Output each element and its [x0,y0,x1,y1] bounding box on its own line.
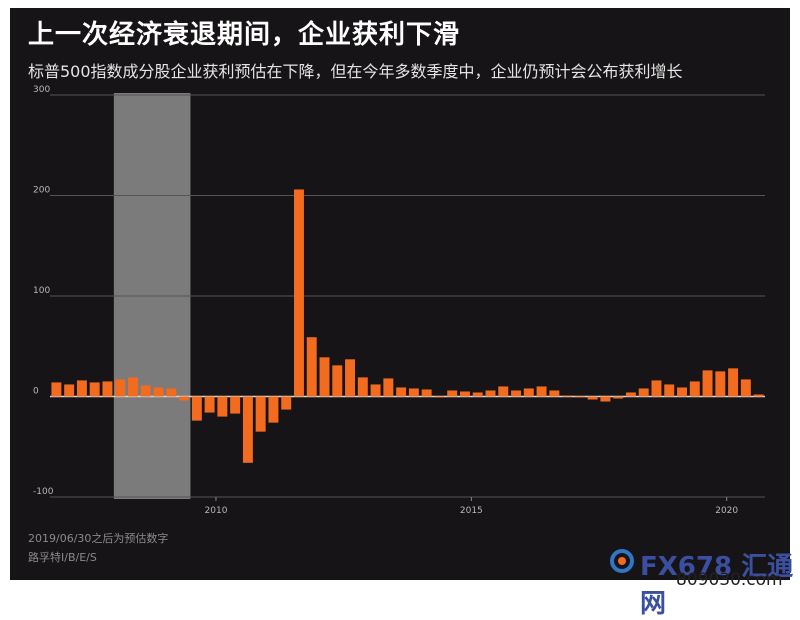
bar [613,396,624,399]
bar [485,390,496,397]
bar [293,189,304,397]
bar [255,396,266,432]
bar [140,385,151,397]
bar [459,391,470,397]
bar [523,388,534,397]
bar [447,390,458,397]
bar [319,357,330,397]
x-tick-label: 2020 [715,506,738,516]
bar [677,387,687,397]
bar [102,381,113,397]
y-tick-label: 100 [33,286,50,296]
bar [536,386,547,397]
bar [268,396,279,423]
bar [383,378,394,397]
bar [600,396,611,402]
bar [166,388,177,397]
bar [651,380,662,397]
bar-chart: 300 200 100 0 -100 2010 2015 2020 [33,85,765,516]
bar [204,396,215,413]
bar [434,396,445,398]
bar [638,388,649,397]
bar [179,396,190,401]
bar [408,388,419,397]
bar [702,370,713,397]
bar [89,382,100,397]
bar [217,396,228,417]
source-credit: 路孚特I/B/E/S [28,551,97,564]
bar [51,382,62,397]
bar [281,396,292,410]
estimate-note: 2019/06/30之后为预估数字 [28,532,169,545]
bar [332,365,343,397]
bar [306,337,317,397]
bar [587,396,598,400]
bar [115,379,126,397]
y-tick-label: 0 [33,387,39,397]
bar [472,392,483,397]
y-tick-label: -100 [33,487,54,497]
y-tick-label: 300 [33,85,50,95]
screenshot-frame: 上一次经济衰退期间，企业获利下滑 标普500指数成分股企业获利预估在下降，但在今… [10,8,794,619]
bar [128,377,138,397]
bar [242,396,253,463]
bar [740,379,751,397]
bar [689,381,700,397]
bar [664,384,675,397]
bar [574,396,585,398]
bar [562,395,573,397]
bar [753,394,764,397]
bar [625,392,636,397]
bar [64,384,75,397]
bar [370,384,381,397]
bar [728,368,739,397]
bar [549,390,560,397]
chart-title: 上一次经济衰退期间，企业获利下滑 [28,20,461,50]
bar [715,371,726,397]
bar [421,389,432,397]
bar [153,387,164,397]
watermark-logo-icon [610,549,634,573]
x-tick-label: 2010 [205,506,228,516]
chart-subtitle: 标普500指数成分股企业获利预估在下降，但在今年多数季度中，企业仍预计会公布获利… [28,62,683,81]
bar [357,377,368,397]
bar [76,380,87,397]
bar [498,386,509,397]
x-tick-label: 2015 [460,506,483,516]
watermark-url: 809030.com [676,570,783,590]
bar [396,387,407,397]
y-tick-label: 200 [33,186,50,196]
bar [230,396,241,414]
bar [511,390,522,397]
bar [191,396,202,421]
bar [345,359,356,397]
